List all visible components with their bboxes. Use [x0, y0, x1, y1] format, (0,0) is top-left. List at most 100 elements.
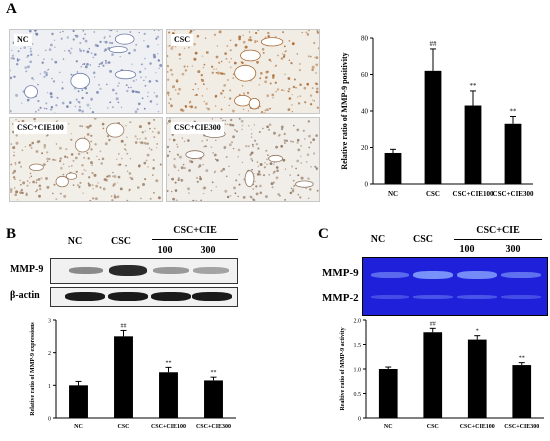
- cell-dot: [13, 151, 15, 153]
- cell-dot: [40, 177, 43, 180]
- cell-dot: [76, 71, 79, 73]
- cell-dot: [72, 159, 75, 162]
- cell-dot: [237, 155, 239, 158]
- cell-dot: [77, 100, 80, 103]
- cell-dot: [251, 133, 253, 135]
- cell-dot: [267, 31, 270, 35]
- cell-dot: [135, 90, 139, 94]
- cell-dot: [156, 80, 159, 83]
- cell-dot: [124, 143, 127, 146]
- cell-dot: [77, 184, 79, 186]
- cell-dot: [205, 51, 209, 54]
- cell-dot: [227, 79, 229, 81]
- cell-dot: [26, 65, 30, 69]
- cell-dot: [104, 48, 107, 51]
- cell-dot: [131, 90, 135, 93]
- cell-dot: [195, 200, 198, 201]
- cell-dot: [158, 30, 160, 32]
- cell-dot: [51, 58, 53, 61]
- vessel: [260, 37, 284, 47]
- cell-dot: [68, 123, 70, 125]
- cell-dot: [180, 166, 184, 170]
- cell-dot: [289, 191, 292, 195]
- cell-dot: [167, 122, 169, 125]
- cell-dot: [37, 178, 41, 181]
- cell-dot: [271, 93, 275, 97]
- y-tick-label: 80: [361, 35, 369, 43]
- cell-dot: [249, 153, 252, 156]
- cell-dot: [59, 71, 61, 74]
- cell-dot: [238, 183, 241, 186]
- cell-dot: [181, 137, 183, 139]
- cell-dot: [79, 49, 82, 53]
- cell-dot: [24, 66, 27, 69]
- cell-dot: [39, 72, 42, 75]
- cell-dot: [32, 180, 35, 184]
- cell-dot: [190, 160, 194, 164]
- category-label: CSC+CIE300: [504, 424, 539, 430]
- cell-dot: [87, 182, 90, 185]
- vessel: [24, 85, 38, 99]
- cell-dot: [147, 121, 151, 125]
- cell-dot: [11, 54, 15, 57]
- cell-dot: [315, 167, 318, 170]
- cell-dot: [54, 159, 57, 161]
- cell-dot: [269, 162, 273, 165]
- cell-dot: [229, 195, 232, 197]
- cell-dot: [77, 152, 81, 156]
- cell-dot: [232, 124, 235, 127]
- cell-dot: [141, 97, 144, 100]
- cell-dot: [170, 104, 173, 108]
- cell-dot: [116, 30, 118, 32]
- cell-dot: [223, 84, 227, 87]
- cell-dot: [226, 45, 229, 47]
- cell-dot: [21, 102, 23, 104]
- cell-dot: [88, 47, 91, 50]
- cell-dot: [136, 108, 139, 111]
- cell-dot: [45, 177, 48, 180]
- cell-dot: [38, 184, 42, 188]
- cell-dot: [168, 102, 171, 105]
- cell-dot: [118, 163, 122, 166]
- cell-dot: [111, 199, 114, 201]
- cell-dot: [226, 123, 228, 125]
- cell-dot: [292, 140, 294, 143]
- cell-dot: [51, 77, 53, 80]
- cell-dot: [176, 80, 178, 83]
- cell-dot: [297, 174, 300, 177]
- cell-dot: [84, 33, 86, 36]
- cell-dot: [187, 139, 190, 142]
- cell-dot: [226, 195, 230, 199]
- cell-dot: [310, 165, 312, 168]
- cell-dot: [25, 192, 28, 195]
- zymo-group-label: CSC+CIE: [476, 225, 520, 236]
- cell-dot: [50, 43, 53, 47]
- cell-dot: [111, 53, 114, 56]
- cell-dot: [147, 166, 149, 168]
- cell-dot: [241, 85, 244, 87]
- cell-dot: [131, 63, 133, 65]
- cell-dot: [224, 189, 228, 193]
- cell-dot: [70, 47, 73, 50]
- cell-dot: [172, 197, 175, 201]
- cell-dot: [235, 130, 238, 133]
- cell-dot: [86, 133, 90, 136]
- cell-dot: [215, 72, 218, 74]
- cell-dot: [313, 152, 316, 155]
- cell-dot: [255, 143, 259, 146]
- cell-dot: [61, 87, 64, 90]
- cell-dot: [106, 83, 108, 86]
- cell-dot: [167, 78, 170, 81]
- cell-dot: [283, 45, 286, 48]
- cell-dot: [149, 62, 152, 65]
- cell-dot: [50, 95, 53, 99]
- cell-dot: [30, 175, 33, 178]
- cell-dot: [299, 63, 301, 65]
- cell-dot: [307, 177, 310, 180]
- cell-dot: [230, 118, 233, 122]
- cell-dot: [81, 109, 84, 113]
- cell-dot: [248, 31, 251, 33]
- cell-dot: [272, 172, 275, 174]
- cell-dot: [126, 136, 128, 138]
- micrograph-label: CSC: [171, 34, 194, 46]
